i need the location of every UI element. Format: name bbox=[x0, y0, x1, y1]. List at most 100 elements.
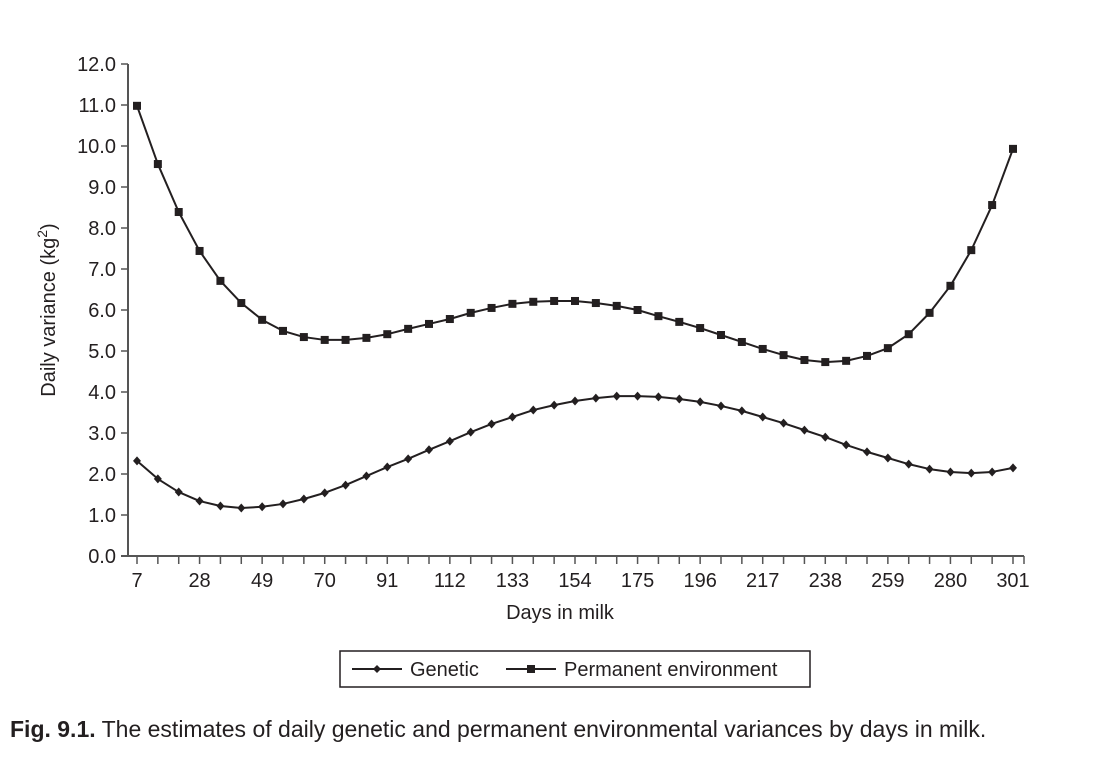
data-point-square bbox=[383, 330, 392, 339]
data-point-diamond bbox=[717, 401, 725, 411]
data-point-diamond bbox=[299, 494, 308, 504]
data-point-diamond bbox=[654, 392, 663, 402]
data-point-diamond bbox=[383, 462, 392, 472]
data-point-diamond bbox=[487, 419, 496, 429]
data-point-square bbox=[487, 303, 496, 312]
y-axis-title: Daily variance (kg2) bbox=[34, 223, 60, 396]
data-point-diamond bbox=[904, 459, 913, 469]
data-point-diamond bbox=[967, 468, 976, 478]
data-point-square bbox=[988, 201, 997, 210]
y-axis-title-superscript: 2 bbox=[34, 230, 50, 238]
x-tick-label: 49 bbox=[251, 570, 273, 592]
data-point-diamond bbox=[758, 412, 767, 422]
data-point-diamond bbox=[174, 487, 183, 497]
data-point-square bbox=[174, 208, 183, 217]
data-point-diamond bbox=[591, 393, 600, 403]
data-point-diamond bbox=[946, 467, 955, 477]
data-point-square bbox=[717, 331, 725, 340]
data-point-square bbox=[529, 297, 538, 306]
legend-genetic-marker-diamond-icon bbox=[373, 665, 381, 673]
x-tick-label: 133 bbox=[496, 570, 529, 592]
x-tick-label: 280 bbox=[934, 570, 967, 592]
data-point-diamond bbox=[675, 394, 684, 404]
data-point-diamond bbox=[925, 464, 934, 474]
data-point-square bbox=[258, 315, 267, 324]
x-tick-label: 28 bbox=[188, 570, 210, 592]
data-point-diamond bbox=[508, 412, 517, 422]
figure-caption: Fig. 9.1. The estimates of daily genetic… bbox=[10, 714, 1070, 745]
x-tick-label: 112 bbox=[434, 570, 466, 592]
x-axis-title: Days in milk bbox=[506, 602, 615, 624]
data-point-diamond bbox=[425, 445, 433, 455]
legend: Genetic Permanent environment bbox=[339, 650, 811, 688]
y-tick-label: 8.0 bbox=[88, 218, 116, 240]
data-point-square bbox=[508, 299, 517, 308]
data-point-square bbox=[466, 308, 475, 317]
data-point-diamond bbox=[883, 453, 892, 463]
data-point-square bbox=[925, 308, 934, 317]
data-point-square bbox=[904, 330, 913, 339]
data-point-square bbox=[216, 276, 225, 285]
data-point-diamond bbox=[445, 436, 454, 446]
data-point-square bbox=[237, 299, 246, 308]
data-point-square bbox=[675, 317, 684, 326]
data-point-square bbox=[1009, 144, 1017, 153]
legend-pe-marker-square-icon bbox=[527, 665, 535, 673]
y-tick-label: 11.0 bbox=[79, 95, 116, 117]
y-tick-label: 1.0 bbox=[88, 505, 116, 527]
data-point-square bbox=[654, 312, 663, 321]
series-genetic bbox=[133, 391, 1017, 513]
data-point-diamond bbox=[404, 454, 413, 464]
data-point-square bbox=[153, 160, 162, 169]
data-point-diamond bbox=[258, 502, 267, 512]
x-tick-label: 238 bbox=[809, 570, 842, 592]
series-line bbox=[136, 105, 1014, 364]
data-point-square bbox=[445, 315, 454, 324]
data-point-square bbox=[863, 351, 871, 360]
y-tick-label: 0.0 bbox=[88, 546, 116, 568]
data-point-diamond bbox=[612, 391, 621, 401]
data-point-square bbox=[800, 356, 809, 365]
series-layer bbox=[133, 101, 1017, 513]
data-point-square bbox=[737, 337, 746, 346]
data-point-square bbox=[362, 333, 371, 342]
data-point-square bbox=[696, 324, 705, 333]
data-point-diamond bbox=[571, 396, 579, 406]
y-tick-label: 2.0 bbox=[88, 464, 116, 486]
data-point-square bbox=[550, 296, 559, 305]
data-point-square bbox=[758, 344, 767, 353]
data-point-diamond bbox=[320, 488, 329, 498]
x-tick-label: 70 bbox=[314, 570, 336, 592]
data-point-square bbox=[425, 319, 433, 328]
x-tick-label: 154 bbox=[558, 570, 591, 592]
caption-text: The estimates of daily genetic and perma… bbox=[95, 716, 987, 742]
data-point-square bbox=[612, 301, 621, 310]
y-tick-label: 5.0 bbox=[88, 341, 116, 363]
x-tick-label: 7 bbox=[131, 570, 142, 592]
x-axis: 7 28 49 70 91 112 133 154 175 196 217 238 259 280 301 bbox=[121, 555, 1030, 592]
legend-box bbox=[339, 650, 811, 688]
data-point-diamond bbox=[195, 496, 204, 506]
legend-pe-label: Permanent environment bbox=[564, 659, 778, 681]
data-point-diamond bbox=[737, 406, 746, 416]
y-tick-label: 10.0 bbox=[77, 136, 116, 158]
data-point-diamond bbox=[237, 503, 246, 513]
y-tick-label: 6.0 bbox=[88, 300, 116, 322]
data-point-square bbox=[821, 358, 830, 367]
x-tick-label: 301 bbox=[996, 570, 1029, 592]
data-point-diamond bbox=[529, 405, 538, 415]
series-permanent-environment bbox=[133, 101, 1017, 367]
y-axis: 0.0 1.0 2.0 3.0 4.0 5.0 6.0 7.0 8.0 9.0 10.0 11.0 12… bbox=[77, 54, 129, 568]
series-line bbox=[136, 395, 1014, 510]
data-point-square bbox=[946, 281, 955, 290]
x-tick-label: 175 bbox=[621, 570, 654, 592]
data-point-diamond bbox=[842, 440, 851, 450]
data-point-square bbox=[633, 306, 642, 314]
x-tick-label: 217 bbox=[746, 570, 779, 592]
data-point-diamond bbox=[800, 425, 809, 435]
data-point-diamond bbox=[133, 456, 141, 466]
y-tick-label: 12.0 bbox=[77, 54, 116, 76]
data-point-diamond bbox=[821, 432, 830, 442]
data-point-square bbox=[341, 335, 350, 344]
y-tick-label: 9.0 bbox=[88, 177, 116, 199]
